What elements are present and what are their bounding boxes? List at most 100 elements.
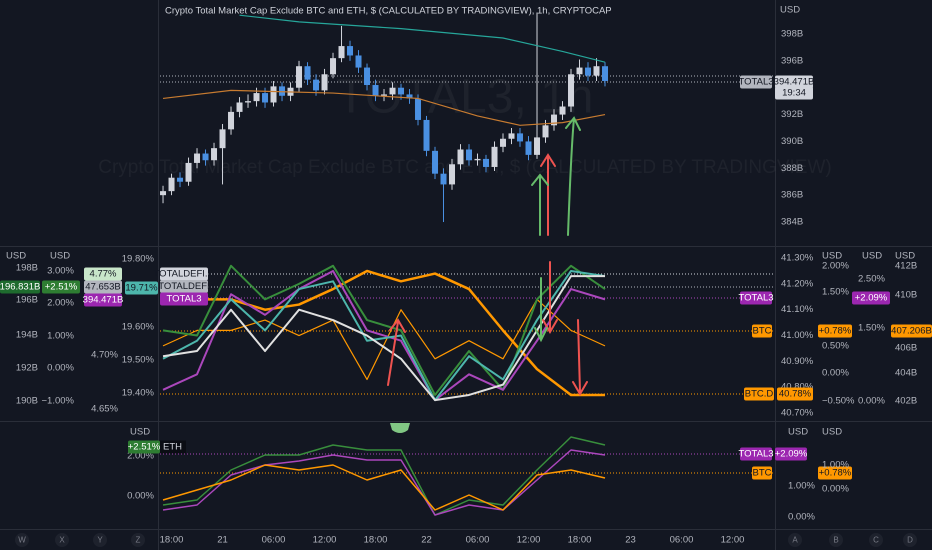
candle-body [262, 93, 269, 103]
candle-body [568, 74, 575, 107]
badge-label: TOTAL3 [738, 77, 773, 88]
candle-body [474, 158, 481, 161]
y-tick-label: 398B [781, 28, 803, 39]
badge-bg [84, 267, 122, 281]
badge-label: +0.78% [819, 468, 852, 479]
badge-label: BTC [753, 468, 772, 479]
candle-body [432, 150, 439, 174]
badge-bg [752, 324, 772, 338]
badge-bg [740, 447, 772, 461]
series-line [162, 298, 606, 381]
candle-body [321, 74, 328, 91]
candle-body [585, 67, 592, 76]
scale-tick-label: 404B [895, 368, 917, 379]
y-tick-label: 40.90% [781, 356, 814, 367]
scale-tick-label: 0.00% [788, 512, 815, 523]
scale-tick-label: 19.60% [122, 322, 155, 333]
scale-tick-label: −0.50% [822, 396, 855, 407]
scale-tick-label: −1.00% [42, 396, 75, 407]
annotation-arrow [542, 261, 558, 334]
scale-header: USD [6, 251, 26, 262]
badge-label: BTC [753, 326, 772, 337]
axis-letter: C [873, 536, 879, 545]
badge-label: TOTALDEFI [158, 281, 209, 292]
candle-body [415, 98, 422, 120]
scale-tick-label: 1.50% [858, 323, 885, 334]
watermark: TOTAL3, 1h [336, 71, 593, 124]
candle-body [347, 46, 354, 56]
annotation-arrow [534, 277, 548, 343]
candle-body [185, 162, 192, 182]
scale-tick-label: 0.00% [822, 368, 849, 379]
axis-letter: Y [97, 536, 103, 545]
candle-body [559, 106, 566, 115]
candle-body [313, 79, 320, 91]
badge-bg [775, 86, 813, 100]
badge-label: +2.51% [128, 442, 161, 453]
x-tick-label: 12:00 [517, 535, 541, 546]
y-tick-label: 41.10% [781, 304, 814, 315]
candle-body [177, 177, 184, 182]
axis-button [829, 533, 843, 547]
badge-bg [84, 293, 122, 307]
y-tick-label: 41.00% [781, 330, 814, 341]
candle-body [330, 58, 337, 75]
badge-bg [42, 280, 80, 294]
scale-tick-label: 412B [895, 261, 917, 272]
x-tick-label: 22 [421, 535, 432, 546]
candle-body [355, 55, 362, 68]
badge-bg [777, 387, 813, 401]
scale-tick-label: 1.00% [788, 481, 815, 492]
scale-tick-label: 410B [895, 290, 917, 301]
candle-body [457, 149, 464, 165]
scale-header: USD [788, 427, 808, 438]
badge-bg [128, 440, 160, 454]
x-tick-label: 18:00 [364, 535, 388, 546]
series-line [162, 269, 606, 402]
candle-body [279, 86, 286, 96]
badge-label: +2.09% [775, 449, 808, 460]
x-tick-label: 21 [217, 535, 228, 546]
legend-name: ETH [163, 442, 182, 453]
candle-body [168, 177, 175, 192]
axis-button [788, 533, 802, 547]
candle-body [160, 191, 167, 196]
candle-body [406, 94, 413, 99]
y-tick-label: 386B [781, 190, 803, 201]
y-tick-label: 2.00% [127, 451, 154, 462]
badge-bg [740, 75, 772, 89]
scale-tick-label: 402B [895, 396, 917, 407]
series-line [162, 269, 606, 402]
axis-button [869, 533, 883, 547]
series-line [162, 264, 606, 396]
candle-body [270, 86, 277, 103]
badge-label: BTC.D [745, 389, 774, 400]
annotation-arrow [531, 173, 549, 236]
candle-body [398, 87, 405, 95]
axis-letter: X [59, 536, 65, 545]
axis-button [903, 533, 917, 547]
scale-tick-label: 0.00% [858, 396, 885, 407]
candle-body [449, 164, 456, 185]
badge-bg [818, 324, 852, 338]
y-tick-label: 41.20% [781, 278, 814, 289]
y-tick-label: 392B [781, 109, 803, 120]
scale-tick-label: 190B [16, 396, 38, 407]
scale-header: USD [895, 251, 915, 262]
scale-tick-label: 0.00% [47, 363, 74, 374]
candle-body [228, 111, 235, 130]
scale-tick-label: 0.50% [822, 341, 849, 352]
candle-body [338, 46, 345, 59]
candle-body [508, 133, 515, 139]
axis-button [15, 533, 29, 547]
candle-body [500, 138, 507, 147]
badge-label: TOTAL3 [738, 449, 773, 460]
scale-tick-label: 2.00% [822, 261, 849, 272]
y-tick-label: 384B [781, 217, 803, 228]
annotation-arrow [565, 116, 581, 236]
badge-label: TOTALDEFI.D [154, 269, 215, 280]
candle-body [602, 66, 609, 81]
badge-label: 19:34 [782, 88, 806, 99]
moving-average [239, 14, 606, 63]
axis-letter: W [18, 536, 26, 545]
